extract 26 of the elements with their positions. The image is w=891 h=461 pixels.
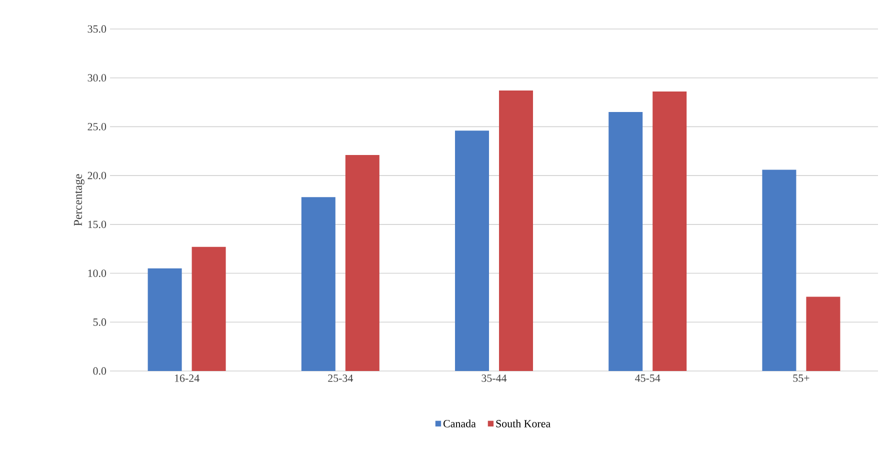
x-tick-label: 35-44: [482, 374, 507, 382]
y-tick-label: 25.0: [88, 122, 106, 130]
bar: [652, 92, 687, 371]
legend-label: Canada: [444, 420, 476, 428]
y-tick-label: 35.0: [88, 25, 106, 33]
y-tick-label: 30.0: [88, 74, 106, 82]
bar: [608, 112, 643, 371]
bar: [148, 268, 182, 371]
x-tick-label: 16-24: [174, 374, 200, 382]
x-tick-label: 45-54: [635, 374, 660, 382]
y-tick-label: 0.0: [93, 367, 106, 375]
y-tick-label: 15.0: [88, 220, 106, 228]
y-axis-title: Percentage: [74, 174, 84, 226]
bar: [806, 296, 840, 371]
bar: [192, 246, 226, 371]
bar: [301, 197, 336, 371]
legend-label: South Korea: [496, 420, 550, 428]
x-tick-label: 25-34: [328, 374, 354, 382]
y-tick-label: 20.0: [88, 172, 106, 180]
bar: [499, 90, 534, 371]
y-tick-label: 10.0: [88, 270, 106, 278]
bar: [455, 130, 490, 371]
bar: [345, 155, 380, 371]
y-tick-label: 5.0: [93, 318, 106, 326]
bar: [762, 170, 796, 371]
x-tick-label: 55+: [793, 374, 810, 382]
